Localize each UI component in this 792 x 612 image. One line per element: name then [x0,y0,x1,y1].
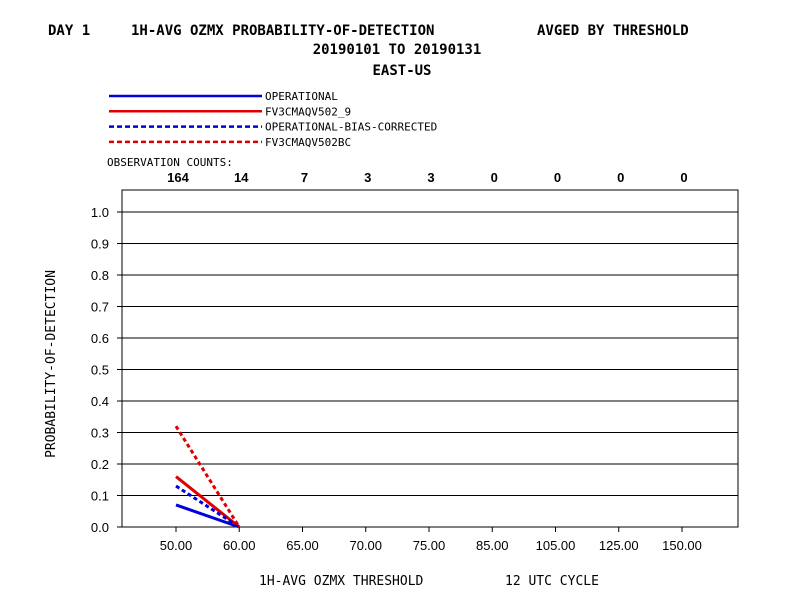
x-tick-label: 50.00 [160,538,193,553]
plot-frame [121,189,739,528]
y-tick-label: 0.1 [91,489,109,504]
legend-label: FV3CMAQV502_9 [265,105,351,118]
x-tick-label: 150.00 [662,538,702,553]
y-tick-label: 0.5 [91,363,109,378]
y-tick-label: 0.0 [91,520,109,535]
series-line [175,475,241,529]
obs-count: 7 [301,170,308,185]
obs-count: 0 [554,170,561,185]
obs-count: 0 [617,170,624,185]
obs-count: 14 [234,170,249,185]
obs-count: 3 [427,170,434,185]
x-tick-label: 125.00 [599,538,639,553]
y-tick-label: 1.0 [91,205,109,220]
x-tick-label: 70.00 [349,538,382,553]
x-tick-label: 75.00 [413,538,446,553]
obs-count: 0 [491,170,498,185]
x-axis-label: 1H-AVG OZMX THRESHOLD [259,574,424,589]
x-axis: 50.00 60.00 65.00 70.00 75.00 85.00 105.00 125.… [160,527,702,553]
x-tick-label: 105.00 [536,538,576,553]
y-tick-label: 0.3 [91,426,109,441]
y-axis: 0.0 0.1 0.2 0.3 0.4 0.5 0.6 0.7 0.8 0.9 1.0 [91,205,122,535]
title-main: 1H-AVG OZMX PROBABILITY-OF-DETECTION [131,23,434,39]
y-tick-label: 0.7 [91,300,109,315]
y-axis-label: PROBABILITY-OF-DETECTION [44,270,59,458]
series-line [175,503,240,529]
series-group [174,425,241,529]
obs-counts: 164 14 7 3 3 0 0 0 0 [167,170,687,185]
legend: OPERATIONAL FV3CMAQV502_9 OPERATIONAL-BIAS… [109,90,437,149]
series-line [174,425,241,528]
x-axis-label-cycle: 12 UTC CYCLE [505,574,599,589]
title-day: DAY 1 [48,23,90,39]
y-tick-label: 0.2 [91,457,109,472]
y-tick-label: 0.8 [91,268,109,283]
title-region: EAST-US [372,63,431,79]
x-tick-label: 60.00 [223,538,256,553]
obs-count: 164 [167,170,189,185]
title-dates: 20190101 TO 20190131 [313,42,482,58]
y-tick-label: 0.6 [91,331,109,346]
series-line [175,484,241,529]
obs-counts-label: OBSERVATION COUNTS: [107,156,233,169]
legend-label: OPERATIONAL-BIAS-CORRECTED [265,121,437,134]
obs-count: 0 [680,170,687,185]
legend-label: OPERATIONAL [265,90,338,103]
y-tick-label: 0.9 [91,237,109,252]
title-avg: AVGED BY THRESHOLD [537,23,689,39]
obs-count: 3 [364,170,371,185]
legend-label: FV3CMAQV502BC [265,136,351,149]
x-tick-label: 85.00 [476,538,509,553]
grid [122,211,738,496]
x-tick-label: 65.00 [286,538,319,553]
y-tick-label: 0.4 [91,394,109,409]
